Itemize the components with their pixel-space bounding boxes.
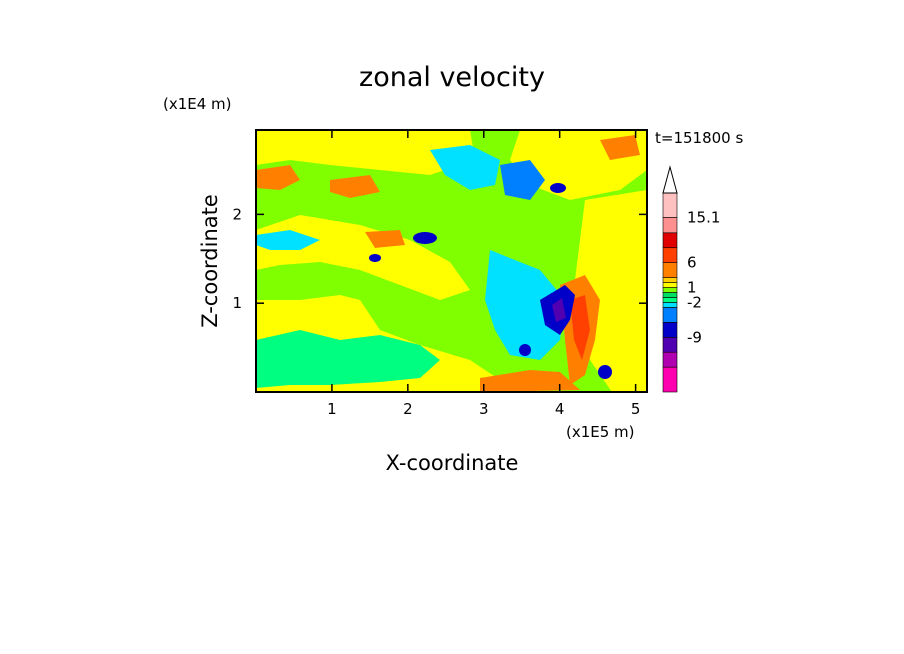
contour-region-positive-strong [570, 295, 590, 360]
contour-region-positive-strong [256, 165, 300, 190]
x-axis: 1 2 3 4 5 [327, 130, 640, 418]
contour-region-positive [256, 215, 470, 300]
colorbar-swatch [662, 287, 678, 293]
contour-region-positive-strong [480, 370, 580, 392]
colorbar-tick-label: 15.1 [687, 208, 720, 226]
colorbar-extend-arrow [662, 165, 678, 194]
colorbar-tick-label: -9 [687, 328, 702, 346]
x-tick-label: 2 [403, 400, 413, 418]
colorbar-tick-label: -2 [687, 293, 702, 311]
colorbar: 15.1 6 1-2 -9 [662, 165, 720, 393]
chart-title: zonal velocity [359, 62, 545, 93]
contour-region-negative [256, 330, 440, 388]
colorbar-swatch [662, 351, 678, 368]
contour-region-positive-strong [330, 175, 380, 198]
colorbar-swatch [662, 192, 678, 218]
colorbar-swatch [662, 302, 678, 308]
contour-region-positive-strong [600, 135, 640, 160]
time-label: t=151800 s [655, 129, 743, 147]
y-tick-label: 2 [232, 205, 242, 223]
colorbar-swatch [662, 366, 678, 393]
colorbar-swatch [662, 232, 678, 249]
x-multiplier-label: (x1E5 m) [566, 423, 635, 441]
colorbar-swatch [662, 217, 678, 234]
y-axis-title: Z-coordinate [198, 194, 222, 328]
y-multiplier-label: (x1E4 m) [163, 95, 232, 113]
contour-core-negative [552, 298, 566, 322]
x-axis-title: X-coordinate [386, 451, 519, 475]
contour-region-negative [485, 250, 565, 360]
contour-region-positive [256, 130, 475, 175]
plot-frame [255, 129, 648, 393]
colorbar-swatch [662, 247, 678, 263]
y-axis: 12 [232, 205, 647, 312]
colorbar-swatch [662, 307, 678, 323]
colorbar-swatch [662, 277, 678, 283]
colorbar-swatch [662, 322, 678, 338]
contour-core-negative [413, 232, 437, 244]
plot-area [255, 129, 648, 393]
colorbar-swatch [662, 262, 678, 278]
contour-region-negative [430, 145, 500, 190]
colorbar-swatch [662, 292, 678, 298]
colorbar-swatch [662, 336, 678, 353]
colorbar-tick-label: 1 [687, 279, 697, 297]
x-tick-label: 3 [479, 400, 489, 418]
contour-field [256, 130, 647, 392]
x-tick-label: 4 [555, 400, 565, 418]
colorbar-tick-label: 6 [687, 254, 697, 272]
colorbar-swatch [662, 297, 678, 303]
contour-region-positive-strong [365, 230, 405, 248]
contour-core-negative [550, 183, 566, 193]
contour-core-negative [519, 344, 531, 356]
x-tick-label: 1 [327, 400, 337, 418]
colorbar-swatch [662, 282, 678, 288]
contour-core-negative [369, 254, 381, 262]
contour-core-negative [598, 365, 612, 379]
x-tick-label: 5 [631, 400, 641, 418]
contour-core-negative [500, 160, 545, 200]
y-tick-label: 1 [232, 294, 242, 312]
contour-region-negative [256, 230, 320, 250]
